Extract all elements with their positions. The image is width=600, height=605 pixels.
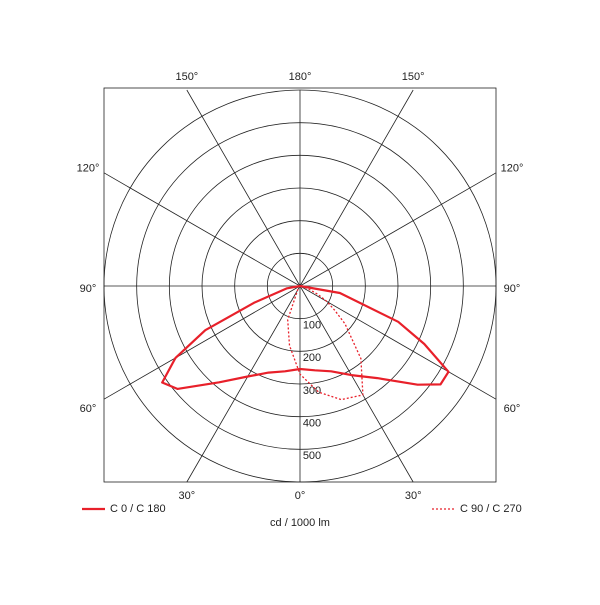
grid-spoke	[186, 285, 301, 483]
r-tick-label: 400	[303, 418, 321, 430]
r-tick-label: 100	[303, 320, 321, 332]
angle-tick-label: 120°	[501, 163, 524, 175]
grid-spoke	[103, 172, 301, 287]
angle-tick-label: 90°	[80, 283, 97, 295]
angle-tick-label: 90°	[504, 283, 521, 295]
legend-label: C 0 / C 180	[110, 503, 166, 515]
r-tick-label: 200	[303, 352, 321, 364]
r-tick-label: 300	[303, 385, 321, 397]
angle-tick-label: 30°	[179, 490, 196, 502]
axis-label: cd / 1000 lm	[270, 517, 330, 529]
angle-tick-label: 60°	[80, 403, 97, 415]
grid-spoke	[299, 285, 414, 483]
series-curve	[287, 285, 364, 401]
angle-tick-label: 150°	[402, 71, 425, 83]
r-tick-label: 500	[303, 450, 321, 462]
grid-spoke	[103, 285, 301, 400]
angle-tick-label: 180°	[289, 71, 312, 83]
grid-spoke	[299, 172, 497, 287]
grid-spoke	[299, 89, 414, 287]
angle-tick-label: 60°	[504, 403, 521, 415]
angle-tick-label: 150°	[175, 71, 198, 83]
grid-spoke	[299, 285, 497, 400]
angle-tick-label: 30°	[405, 490, 422, 502]
series-curve	[161, 284, 450, 390]
angle-tick-label: 0°	[295, 490, 306, 502]
grid-spoke	[186, 89, 301, 287]
angle-tick-label: 120°	[77, 163, 100, 175]
legend-label: C 90 / C 270	[460, 503, 522, 515]
